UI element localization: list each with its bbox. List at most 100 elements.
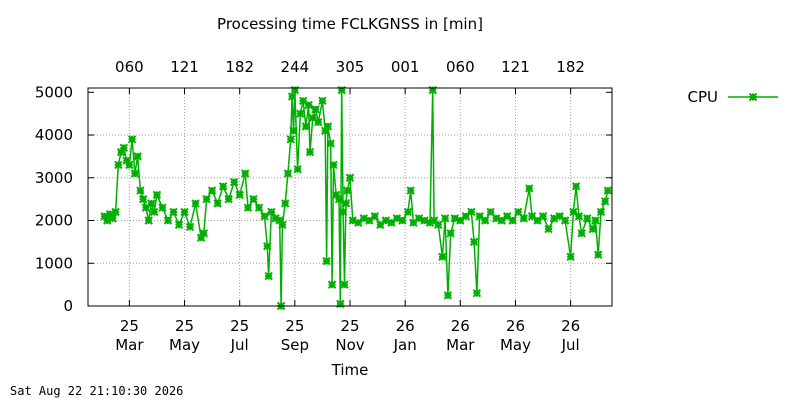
- data-point-marker: [114, 160, 123, 170]
- data-point-marker: [287, 92, 297, 101]
- data-point: [508, 216, 517, 225]
- data-point-marker: [327, 280, 337, 289]
- legend-label-cpu: CPU: [688, 88, 719, 106]
- data-point: [114, 160, 123, 170]
- data-point: [105, 209, 115, 219]
- data-point: [359, 214, 368, 223]
- data-point: [502, 212, 512, 221]
- data-point: [345, 173, 355, 182]
- data-point-marker: [329, 160, 338, 170]
- data-point: [569, 207, 578, 217]
- data-point-marker: [158, 203, 167, 212]
- data-point: [136, 186, 145, 195]
- data-point-marker: [467, 207, 476, 217]
- footer-timestamp: Sat Aug 22 21:10:30 2026: [10, 384, 183, 398]
- data-point-marker: [180, 207, 189, 217]
- data-point: [340, 280, 349, 289]
- x-tick-label-month: Nov: [335, 336, 364, 354]
- data-point: [329, 160, 338, 170]
- data-point-marker: [365, 216, 374, 225]
- data-point-marker: [119, 143, 129, 153]
- data-point-marker: [138, 194, 148, 204]
- data-point: [326, 139, 335, 148]
- data-point: [296, 109, 305, 118]
- data-point: [116, 147, 126, 157]
- data-point: [348, 216, 357, 225]
- x-tick-label-month: Jul: [561, 336, 580, 354]
- data-point-marker: [152, 190, 162, 200]
- data-point-marker: [111, 207, 120, 217]
- data-point: [130, 169, 140, 178]
- data-point-marker: [141, 203, 151, 212]
- data-point-marker: [514, 207, 523, 217]
- x-axis-label: Time: [331, 361, 369, 379]
- plot-area: 01000200030004000500025Mar25May25Jul25Se…: [35, 58, 613, 354]
- data-point-marker: [286, 135, 295, 144]
- data-point-marker: [191, 199, 200, 208]
- data-point-marker: [318, 96, 327, 106]
- data-point-marker: [147, 199, 156, 208]
- x-tick-label-year: 25: [175, 317, 194, 335]
- data-point-marker: [594, 250, 603, 259]
- data-point-marker: [105, 209, 115, 219]
- data-point: [125, 160, 134, 170]
- data-point-marker: [588, 224, 597, 234]
- data-point: [514, 207, 523, 217]
- data-point: [127, 135, 137, 144]
- data-point-marker: [446, 229, 455, 238]
- data-point-marker: [136, 186, 145, 195]
- data-point: [566, 252, 575, 262]
- data-point-marker: [596, 207, 606, 217]
- data-point-marker: [519, 214, 528, 223]
- data-point: [414, 214, 424, 223]
- data-point-marker: [332, 190, 341, 200]
- data-point: [185, 222, 195, 232]
- x-top-tick-label-doy: 182: [556, 58, 585, 76]
- data-point: [322, 256, 331, 266]
- data-point: [406, 186, 415, 195]
- data-point-marker: [560, 216, 570, 225]
- data-point: [323, 122, 333, 131]
- data-point-marker: [571, 182, 581, 191]
- data-point-marker: [103, 216, 112, 225]
- data-point-marker: [296, 109, 305, 118]
- data-point: [525, 184, 534, 193]
- data-point: [354, 218, 363, 227]
- data-point-marker: [254, 203, 264, 212]
- data-point: [158, 203, 167, 212]
- y-tick-label: 1000: [35, 254, 73, 272]
- data-point-marker: [308, 113, 317, 123]
- x-tick-label-year: 25: [285, 317, 304, 335]
- data-point: [475, 212, 484, 221]
- data-point-marker: [169, 207, 178, 217]
- data-point-marker: [566, 252, 575, 262]
- data-point-marker: [434, 220, 443, 229]
- data-point: [287, 92, 297, 101]
- data-point-marker: [591, 216, 600, 225]
- data-point-marker: [125, 160, 134, 170]
- data-point: [320, 126, 330, 135]
- data-point: [549, 214, 559, 223]
- data-point: [278, 220, 287, 229]
- data-point-marker: [574, 212, 584, 221]
- data-point: [376, 220, 385, 229]
- data-point: [461, 212, 471, 221]
- data-point: [191, 199, 200, 208]
- data-point-marker: [577, 229, 586, 238]
- data-point-marker: [207, 186, 217, 195]
- data-point-marker: [472, 288, 482, 298]
- chart-title: Processing time FCLKGNSS in [min]: [217, 15, 483, 33]
- data-point: [275, 216, 284, 225]
- data-point-marker: [301, 122, 311, 131]
- x-tick-label-year: 26: [561, 317, 580, 335]
- data-point: [381, 216, 391, 225]
- x-tick-label-month: Sep: [281, 336, 309, 354]
- data-point: [301, 122, 311, 131]
- data-point-marker: [263, 241, 272, 251]
- data-point: [264, 271, 273, 281]
- data-point-marker: [438, 252, 447, 262]
- data-point-marker: [304, 100, 313, 110]
- data-point: [443, 291, 453, 300]
- x-top-tick-label-doy: 001: [391, 58, 420, 76]
- data-point: [571, 182, 581, 191]
